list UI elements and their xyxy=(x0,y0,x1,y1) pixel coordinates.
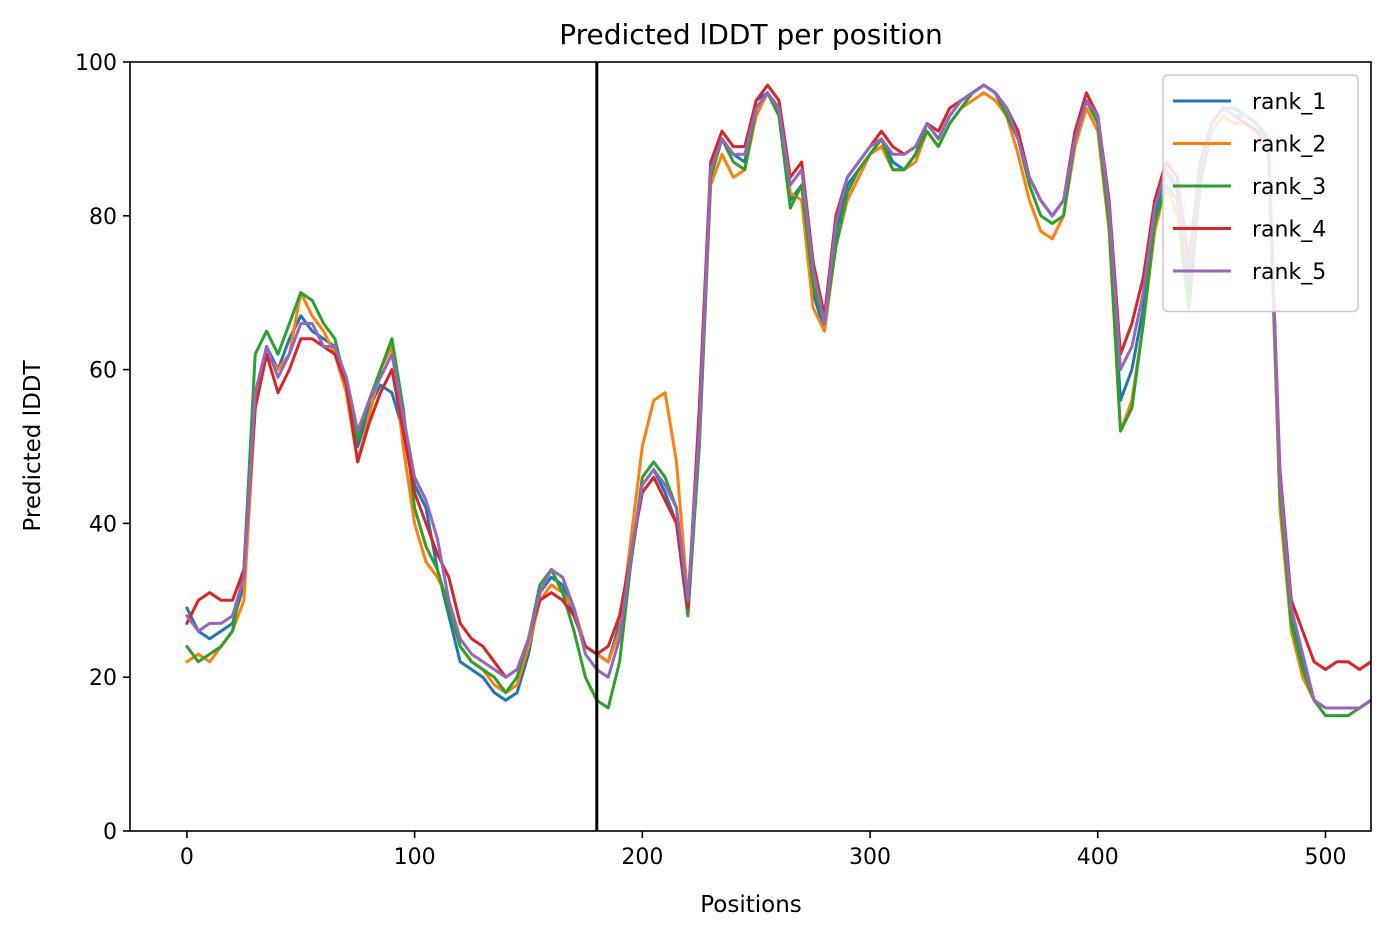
x-tick-label: 300 xyxy=(849,845,891,870)
legend-label-rank_3: rank_3 xyxy=(1252,175,1326,200)
y-tick-label: 0 xyxy=(103,820,117,845)
x-tick-label: 500 xyxy=(1304,845,1346,870)
legend: rank_1 rank_2 rank_3 rank_4 rank_5 xyxy=(1162,74,1359,313)
y-tick-label: 80 xyxy=(89,205,117,230)
y-tick-label: 40 xyxy=(89,512,117,537)
legend-label-rank_2: rank_2 xyxy=(1252,133,1326,158)
plot-area xyxy=(185,62,1371,831)
y-axis-label: Predicted lDDT xyxy=(20,359,46,531)
series-line-rank_5 xyxy=(185,83,1371,710)
x-tick-label: 400 xyxy=(1077,845,1119,870)
legend-label-rank_5: rank_5 xyxy=(1252,260,1326,285)
x-axis-label: Positions xyxy=(700,892,802,918)
y-tick-label: 60 xyxy=(89,359,117,384)
y-tick-label: 20 xyxy=(89,666,117,691)
y-tick-label: 100 xyxy=(75,51,117,76)
plot-frame xyxy=(129,61,1372,832)
legend-box xyxy=(1162,74,1359,313)
x-tick-label: 100 xyxy=(394,845,436,870)
axes: 0 100 200 300 400 500 0 20 40 60 80 100 xyxy=(75,51,1372,870)
legend-label-rank_4: rank_4 xyxy=(1252,218,1326,243)
series-line-rank_2 xyxy=(185,91,1371,710)
chart-title: Predicted lDDT per position xyxy=(559,18,943,51)
x-tick-label: 200 xyxy=(621,845,663,870)
legend-label-rank_1: rank_1 xyxy=(1252,90,1326,115)
x-tick-label: 0 xyxy=(180,845,194,870)
